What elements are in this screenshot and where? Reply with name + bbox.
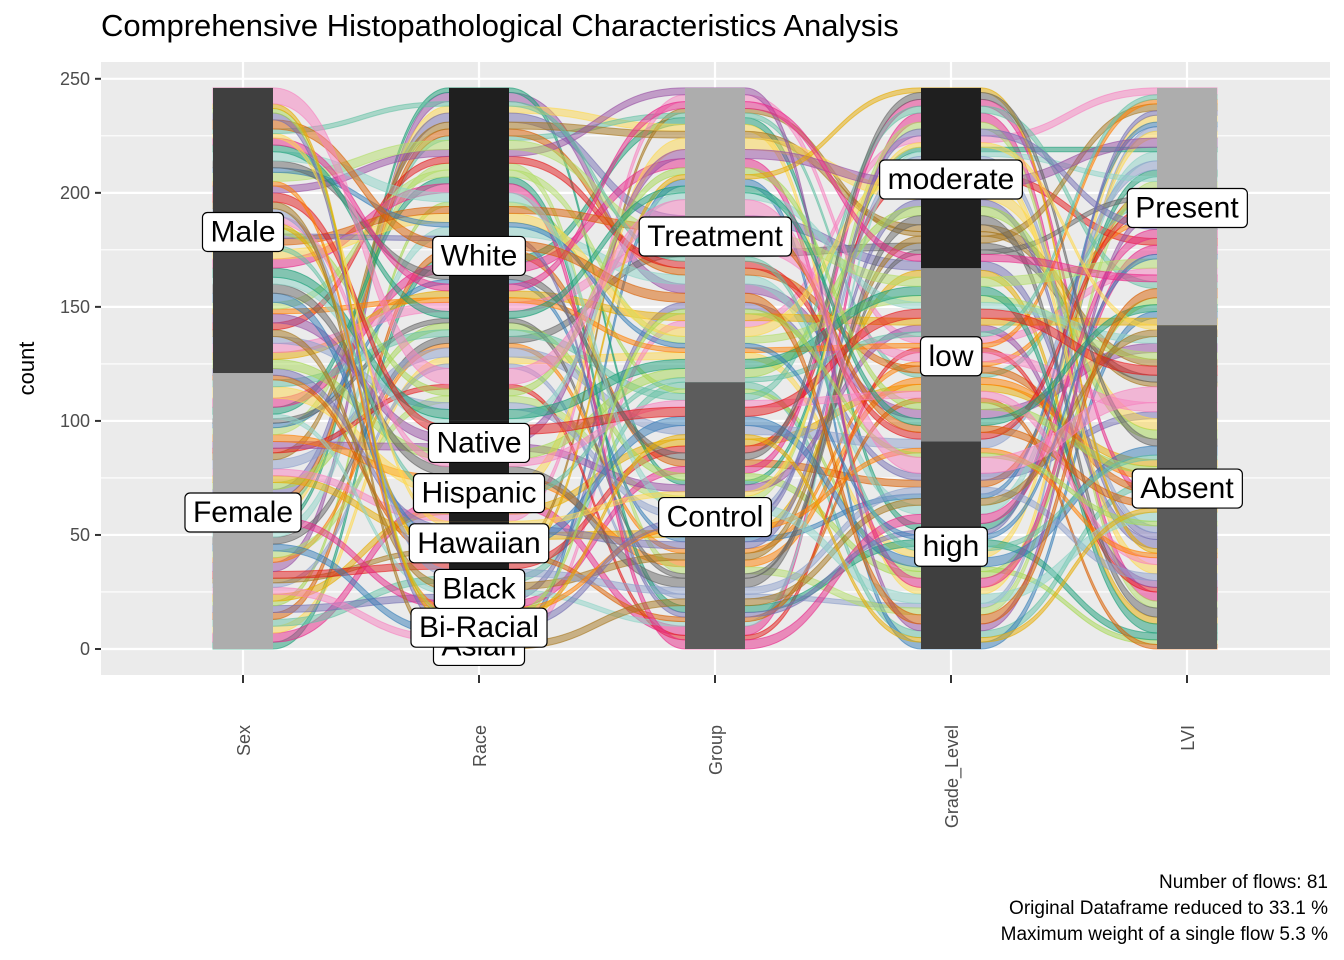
stratum-label-box [201, 211, 285, 253]
label-absent: Absent [1131, 468, 1243, 509]
caption-line-reduction: Original Dataframe reduced to 33.1 % [1009, 898, 1328, 919]
y-axis-title: count [14, 342, 39, 396]
label-present: Present [1126, 187, 1248, 229]
y-tick-label: 100 [60, 411, 90, 431]
axes: 0 50 100 150 200 250 Sex Race Group Grade_Level LV… [14, 69, 1198, 828]
stratum-label-box [914, 526, 988, 567]
y-tick-label: 0 [80, 639, 90, 659]
stratum-label-text: Present [1135, 192, 1239, 225]
y-tick-label: 200 [60, 183, 90, 203]
stratum-label-text: Black [442, 572, 516, 605]
stratum-label-text: Male [210, 215, 275, 248]
label-hispanic: Hispanic [412, 473, 546, 514]
label-native: Native [427, 422, 531, 464]
stratum-label-box [658, 496, 772, 538]
stratum-label-text: Hispanic [421, 477, 536, 510]
stratum-label-text: moderate [888, 163, 1015, 196]
stratum-label-box [879, 159, 1023, 200]
stratum-label-box [433, 568, 526, 610]
y-tick-label: 50 [70, 525, 90, 545]
stratum-label-box [408, 523, 550, 564]
y-tick-label: 250 [60, 69, 90, 89]
label-black: Black [433, 568, 526, 610]
caption-line-flows: Number of flows: 81 [1159, 872, 1328, 893]
label-hawaiian: Hawaiian [408, 523, 550, 564]
stratum-label-box [412, 473, 546, 514]
stratum-label-text: White [441, 239, 518, 272]
stratum-label-box [638, 216, 793, 257]
stratum-label-text: Hawaiian [417, 527, 540, 560]
x-tick-label: LVI [1178, 725, 1198, 751]
x-tick-label: Group [706, 725, 726, 775]
stratum-labels: FemaleMaleAsianBi-RacialBlackHawaiianHis… [184, 159, 1248, 667]
stratum-label-box [1126, 187, 1248, 229]
label-treatment: Treatment [638, 216, 793, 257]
stratum-label-text: high [923, 530, 980, 563]
label-bi-racial: Bi-Racial [410, 607, 548, 648]
label-moderate: moderate [879, 159, 1023, 200]
stratum-label-text: Native [436, 426, 521, 459]
y-tick-label: 150 [60, 297, 90, 317]
x-tick-label: Race [470, 725, 490, 767]
label-white: White [432, 235, 526, 277]
stratum-label-text: Absent [1140, 472, 1234, 505]
caption-line-max-weight: Maximum weight of a single flow 5.3 % [1000, 924, 1328, 945]
label-male: Male [201, 211, 285, 253]
stratum-label-box [427, 422, 531, 464]
stratum-label-text: Bi-Racial [419, 611, 539, 644]
label-high: high [914, 526, 988, 567]
label-female: Female [184, 492, 302, 533]
x-tick-label: Grade_Level [942, 725, 963, 828]
label-control: Control [658, 496, 772, 538]
stratum-label-box [184, 492, 302, 533]
chart-caption: Number of flows: 81 Original Dataframe r… [1001, 870, 1328, 948]
stratum-label-box [432, 235, 526, 277]
stratum-label-text: low [928, 340, 973, 373]
chart-title: Comprehensive Histopathological Characte… [101, 8, 899, 43]
stratum-label-text: Control [667, 501, 764, 534]
stratum-label-box [919, 336, 983, 377]
stratum-label-text: Female [193, 496, 293, 529]
x-tick-label: Sex [234, 725, 254, 756]
stratum-label-box [1131, 468, 1243, 509]
stratum-label-text: Treatment [647, 220, 783, 253]
label-low: low [919, 336, 983, 377]
